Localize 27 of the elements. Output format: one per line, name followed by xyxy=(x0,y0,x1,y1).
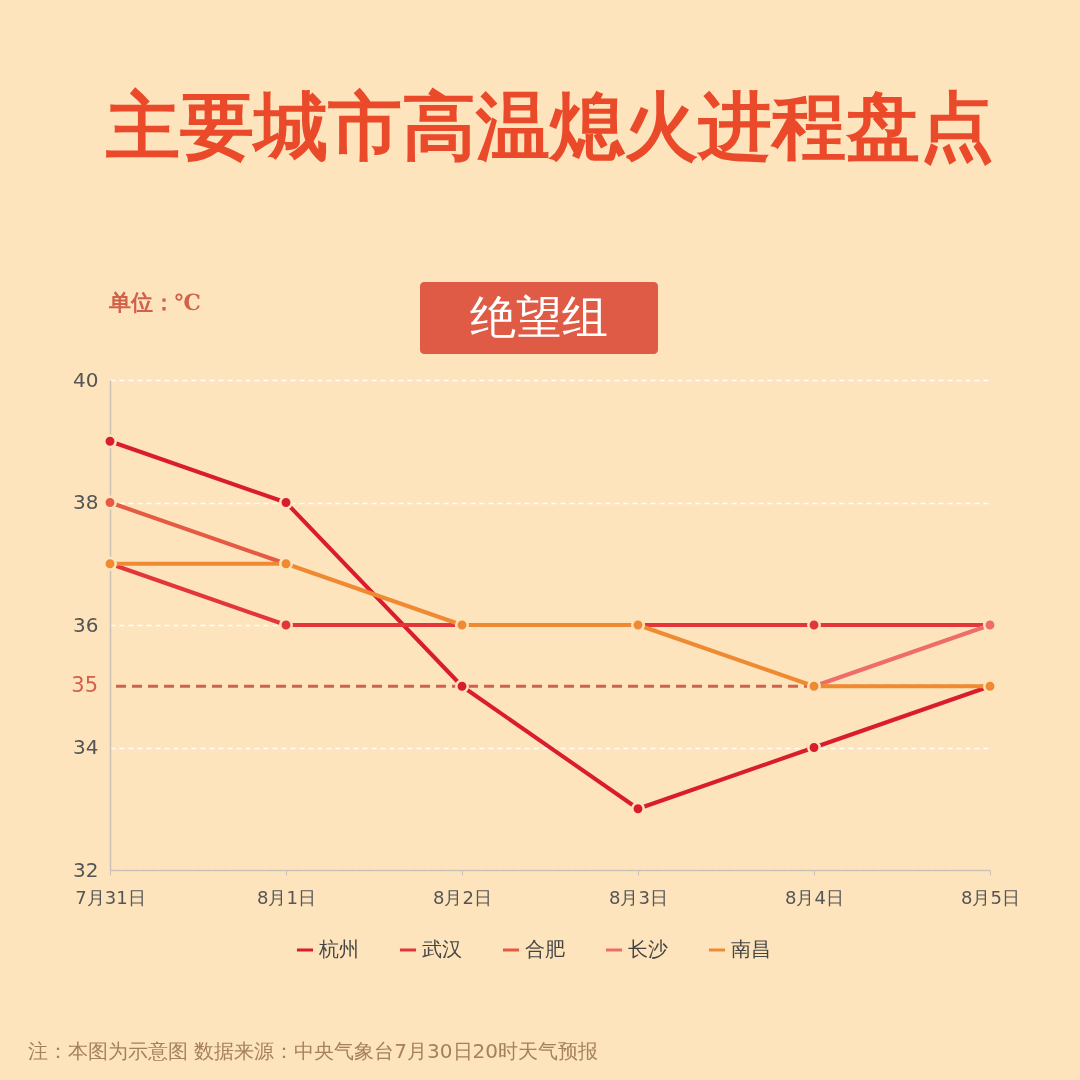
legend-label: 武汉 xyxy=(422,937,462,961)
x-tick-label: 8月5日 xyxy=(961,886,1020,908)
legend-label: 杭州 xyxy=(318,937,359,961)
point xyxy=(103,434,117,449)
legend-label: 南昌 xyxy=(731,937,771,961)
x-tick-label: 8月2日 xyxy=(433,886,492,908)
chart-subtitle: 绝望组 xyxy=(470,290,608,344)
y-tick-label: 40 xyxy=(73,367,99,392)
point xyxy=(103,495,117,510)
text: 注：本图为示意图 数据来源：中央气象台7月30日20时天气预报 xyxy=(28,1039,598,1063)
point xyxy=(279,618,293,632)
y-tick-label: 34 xyxy=(73,735,99,759)
ref-line-label: 35 xyxy=(71,673,98,698)
point xyxy=(807,618,821,632)
legend-label: 长沙 xyxy=(628,937,668,961)
y-tick-label: 36 xyxy=(73,612,99,637)
x-tick-label: 8月3日 xyxy=(609,886,668,908)
legend-label: 合肥 xyxy=(525,937,565,961)
x-tick-label: 8月4日 xyxy=(785,886,844,908)
x-tick-label: 8月1日 xyxy=(257,886,316,908)
y-axis-title: 单位：℃ xyxy=(107,288,201,315)
chart-title: 主要城市高温熄火进程盘点 xyxy=(105,83,994,169)
y-tick-label: 38 xyxy=(73,490,99,514)
point xyxy=(455,679,469,694)
y-tick-label: 32 xyxy=(73,857,99,882)
point xyxy=(631,801,645,816)
x-tick-label: 7月31日 xyxy=(75,886,146,908)
